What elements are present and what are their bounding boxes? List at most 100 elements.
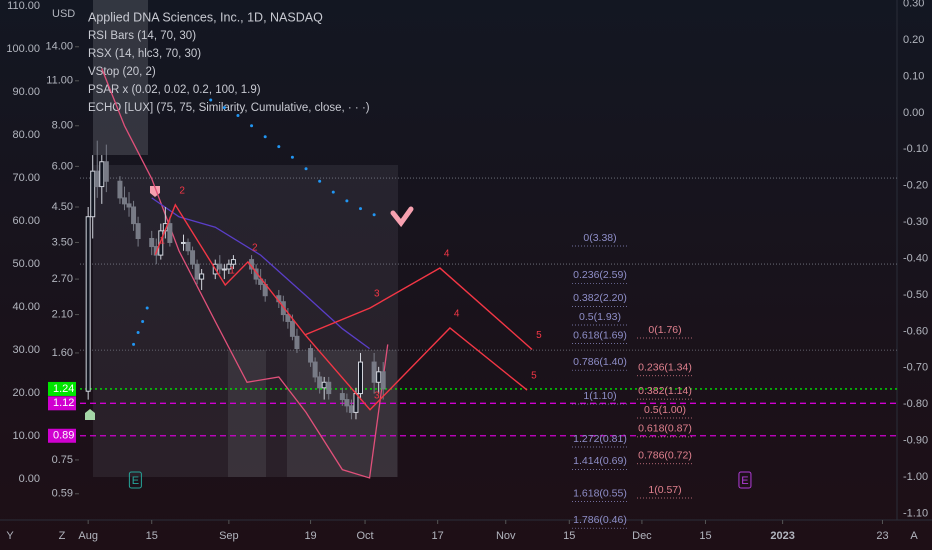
- wave-label: 1: [229, 266, 235, 277]
- signal-marker: [390, 206, 414, 228]
- wave-label: 4: [444, 249, 450, 260]
- wave-label: 2: [252, 243, 258, 254]
- candle-body: [185, 241, 191, 252]
- toolbar-button[interactable]: Z: [59, 530, 66, 542]
- fib-label: 0.236(1.34): [638, 362, 692, 374]
- indicator-legend: PSAR x (0.02, 0.02, 0.2, 100, 1.9): [88, 84, 261, 96]
- y3-tick-label: 0.10: [903, 70, 924, 82]
- y-tick-label: 0.59: [52, 488, 73, 500]
- shade-box: [93, 0, 148, 155]
- candle-body: [280, 301, 286, 316]
- y3-tick-label: 0.00: [903, 107, 924, 119]
- psar-dot: [263, 135, 267, 139]
- wave-label: 4: [454, 309, 460, 320]
- y-tick-label: 2.70: [52, 273, 73, 285]
- wave-label: 5: [531, 371, 537, 382]
- candle-body: [221, 268, 227, 271]
- earnings-marker: [738, 471, 752, 489]
- candle-body: [117, 180, 123, 199]
- psar-dot: [145, 306, 149, 310]
- candle-body: [180, 241, 186, 244]
- y2-tick-label: 80.00: [12, 129, 40, 141]
- y2-tick-label: 70.00: [12, 172, 40, 184]
- candle-body: [131, 206, 137, 225]
- candle-body: [380, 371, 386, 390]
- candle-body: [199, 273, 205, 280]
- candle-body: [126, 203, 132, 208]
- candle-body: [226, 263, 232, 270]
- x-tick-label: Dec: [632, 530, 652, 542]
- indicator-line: [151, 197, 370, 350]
- candle-body: [326, 381, 332, 395]
- wave-label: 3: [374, 289, 380, 300]
- candle-body: [194, 263, 200, 280]
- candle-body: [289, 320, 295, 337]
- fib-label: 0(1.76): [648, 324, 681, 336]
- earnings-label: E: [132, 475, 139, 487]
- indicator-legend: VStop (20, 2): [88, 66, 156, 78]
- toolbar-button[interactable]: A: [910, 530, 918, 542]
- price-tag: [48, 428, 76, 443]
- price-tag-label: 1.24: [53, 383, 74, 395]
- price-tag-label: 1.12: [53, 397, 74, 409]
- psar-dot: [318, 179, 322, 183]
- price-tag: [48, 396, 76, 411]
- candle-body: [94, 170, 100, 188]
- y2-tick-label: 60.00: [12, 215, 40, 227]
- y3-tick-label: -0.80: [903, 398, 928, 410]
- psar-dot: [141, 319, 145, 323]
- y3-tick-label: 0.20: [903, 34, 924, 46]
- indicator-legend: RSX (14, hlc3, 70, 30): [88, 48, 201, 60]
- psar-dot: [359, 207, 363, 211]
- wave-label: 2: [179, 185, 185, 196]
- candle-body: [230, 259, 236, 265]
- x-tick-label: Nov: [496, 530, 516, 542]
- wave-line: [304, 327, 528, 411]
- candle-body: [90, 170, 96, 218]
- indicator-legend: RSI Bars (14, 70, 30): [88, 30, 196, 42]
- y-tick-label: 2.10: [52, 308, 73, 320]
- candle-body: [321, 381, 327, 389]
- y3-tick-label: -0.70: [903, 362, 928, 374]
- y2-tick-label: 100.00: [6, 43, 40, 55]
- earnings-marker: [128, 471, 142, 489]
- toolbar-button[interactable]: Y: [6, 530, 14, 542]
- wave-label: 1: [159, 235, 165, 246]
- fib-label: 1(0.57): [648, 484, 681, 496]
- x-tick-label: 17: [432, 530, 444, 542]
- psar-dot: [222, 106, 226, 110]
- wave-label: 5: [536, 330, 542, 341]
- indicator-line: [101, 68, 389, 479]
- candle-body: [99, 161, 105, 188]
- candle-body: [85, 216, 91, 392]
- price-tag-label: 0.89: [53, 430, 74, 442]
- x-tick-label: 23: [876, 530, 888, 542]
- x-tick-label: Oct: [356, 530, 373, 542]
- candle-body: [348, 405, 354, 413]
- y2-tick-label: 110.00: [7, 0, 40, 12]
- wave-line: [154, 203, 533, 350]
- candle-body: [353, 393, 359, 413]
- y2-tick-label: 40.00: [12, 301, 40, 313]
- y-tick-label: 0.75: [52, 454, 73, 466]
- y-tick-label: 14.00: [45, 41, 73, 53]
- currency-label: USD: [52, 8, 75, 20]
- fib-label: 0.5(1.00): [644, 404, 686, 416]
- x-tick-label: 15: [146, 530, 158, 542]
- candle-body: [149, 237, 155, 248]
- psar-dot: [304, 167, 308, 171]
- psar-dot: [250, 124, 254, 128]
- candle-body: [371, 361, 377, 383]
- y-tick-label: 8.00: [52, 120, 73, 132]
- y2-tick-label: 30.00: [12, 344, 40, 356]
- psar-dot: [277, 145, 281, 149]
- y-tick-label: 3.50: [52, 236, 73, 248]
- chart-title: Applied DNA Sciences, Inc., 1D, NASDAQ: [88, 10, 323, 24]
- psar-dot: [136, 330, 140, 334]
- y-tick-label: 4.50: [52, 201, 73, 213]
- psar-dot: [290, 155, 294, 159]
- y-tick-label: 1.60: [52, 347, 73, 359]
- y2-tick-label: 90.00: [12, 86, 40, 98]
